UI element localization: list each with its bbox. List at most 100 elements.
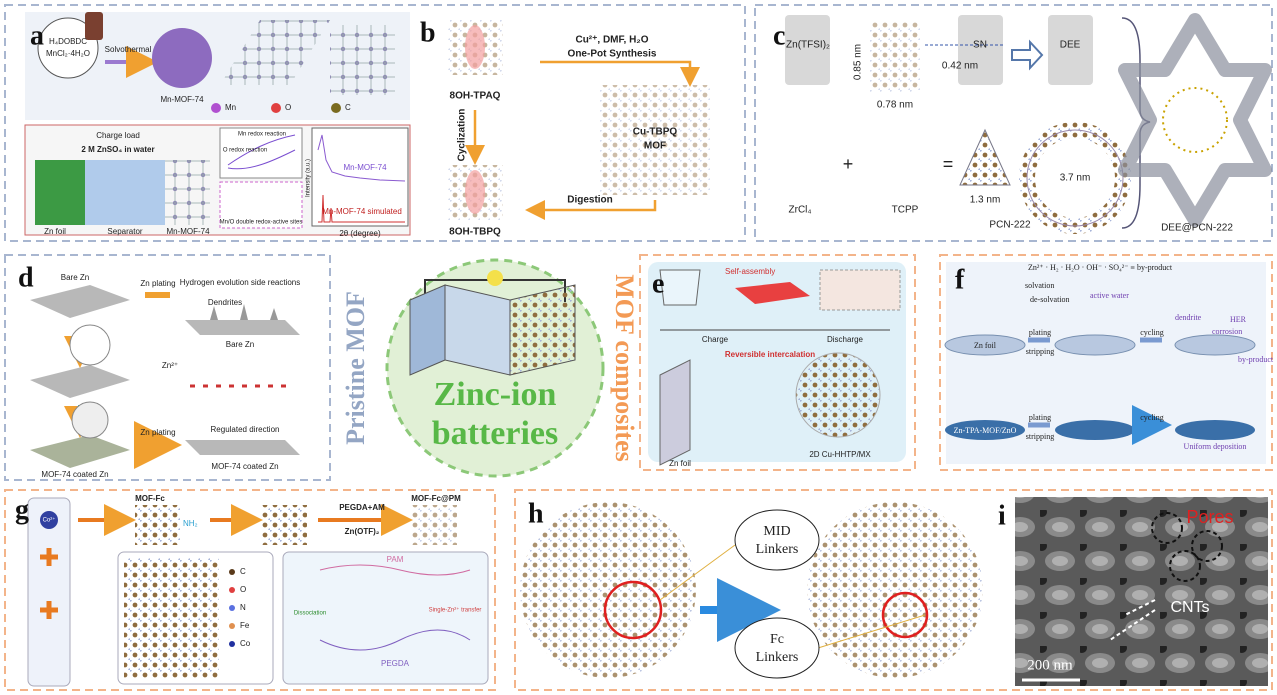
panel-i: i Pores CNTs 200 nm	[998, 497, 1268, 686]
label: MOF	[644, 141, 666, 152]
pointer	[1109, 609, 1156, 641]
coated-disk	[1175, 420, 1255, 440]
callout-bubble	[734, 617, 820, 679]
label: 0.85 nm	[853, 44, 864, 80]
label: solvation	[1025, 281, 1054, 290]
panel-frame	[4, 254, 331, 481]
side-title: MOF composites	[610, 274, 639, 462]
highlight-circle	[881, 591, 929, 639]
label: 2D Cu-HHTP/MX	[809, 450, 871, 459]
panel-label: f	[955, 264, 965, 295]
highlight	[465, 25, 485, 69]
label: H₄DOBDC	[49, 37, 87, 46]
electrolyte	[85, 160, 165, 225]
callout	[817, 614, 926, 649]
legend-label: O	[240, 585, 246, 594]
mof	[135, 505, 180, 545]
zn-plate	[185, 440, 300, 455]
zn-plate	[30, 285, 130, 318]
label: stripping	[1026, 347, 1054, 356]
pcn-ring	[1026, 129, 1124, 227]
label: Linkers	[756, 650, 799, 665]
pegda-chain	[319, 629, 471, 651]
legend-label: Mn	[225, 103, 236, 112]
series-label: Mn-MOF-74 simulated	[322, 207, 402, 216]
plus	[40, 548, 58, 619]
zoom-circle	[71, 401, 109, 439]
zn-disk	[944, 334, 1026, 356]
panel-label: d	[18, 262, 34, 293]
dee-pcn	[1118, 13, 1272, 227]
zoom-circle	[69, 324, 111, 366]
label: HER	[1230, 315, 1247, 324]
label: Mn/O double redox-active sites	[220, 220, 303, 226]
side-title: Pristine MOF	[341, 291, 370, 445]
label: +	[843, 154, 854, 174]
beaker	[659, 269, 701, 306]
highlight-circle	[603, 580, 663, 640]
xrd-plot	[311, 127, 409, 227]
panel-frame	[4, 489, 496, 691]
label: NH₂	[183, 519, 198, 528]
label: CNTs	[1170, 599, 1209, 616]
panel-f: f Zn²⁺ · H₂ · H₂O · OH⁻ · SO₄²⁻ ≡ by-pro…	[944, 262, 1274, 464]
legend-dot	[229, 569, 235, 575]
arrow	[1028, 337, 1162, 425]
label: 3.7 nm	[1060, 173, 1091, 184]
label: MOF-74 coated Zn	[41, 470, 108, 479]
cv-curve	[227, 134, 296, 170]
mof	[412, 505, 457, 545]
label: Regulated direction	[211, 425, 280, 434]
highlight	[465, 170, 485, 214]
panel-a: a H₄DOBDC MnCl₂·4H₂O Solvothermal Mn-MOF…	[24, 12, 411, 238]
cell-wall	[444, 284, 511, 376]
label: Charge load	[96, 131, 140, 140]
lattice	[330, 25, 395, 95]
panel-frame	[514, 489, 1273, 691]
mof-particle	[152, 28, 212, 88]
cathode-zoom	[795, 352, 881, 438]
label: Bare Zn	[226, 340, 254, 349]
legend-dot	[229, 587, 235, 593]
dendrite	[210, 304, 278, 320]
label: Mn-MOF-74	[166, 227, 210, 236]
label: =	[943, 154, 954, 174]
reactant-circle	[37, 17, 99, 79]
lattice	[220, 20, 330, 85]
label: ZrCl₄	[789, 205, 812, 216]
label: 0.78 nm	[877, 100, 913, 111]
vial	[958, 15, 1003, 85]
label: One-Pot Synthesis	[568, 49, 657, 60]
vial	[1048, 15, 1093, 85]
legend-label: O	[285, 103, 291, 112]
zn-disk	[1054, 334, 1136, 356]
reagent-box	[27, 497, 71, 687]
panel-g: g Co²⁺ MOF-Fc NH₂ PEGDA+AM Zn(OTF)₂ MOF-…	[15, 494, 489, 687]
label: 1.3 nm	[970, 195, 1001, 206]
center-title: Zinc-ion	[434, 376, 557, 413]
label: de-solvation	[1030, 295, 1070, 304]
arrow	[145, 292, 170, 445]
label: corrosion	[1212, 327, 1242, 336]
autoclave	[85, 12, 103, 40]
label: Zn foil	[974, 341, 997, 350]
legend-dot	[229, 623, 235, 629]
label: MID	[763, 524, 790, 539]
cell-wall	[509, 284, 576, 376]
label: Bare Zn	[61, 273, 89, 282]
label: DEE@PCN-222	[1161, 223, 1233, 234]
coated-disk	[1055, 420, 1135, 440]
label: Solvothermal	[105, 45, 152, 54]
legend-dot	[331, 103, 341, 113]
legend-label: Co	[240, 639, 251, 648]
arrow	[540, 60, 700, 87]
pcn-triangle	[959, 128, 1011, 186]
label: Discharge	[827, 335, 864, 344]
label: PAM	[387, 555, 404, 564]
label: by-product	[1238, 355, 1274, 364]
pointer	[1124, 599, 1156, 616]
panel-label: c	[773, 20, 785, 51]
structure	[124, 558, 219, 678]
label: Reversible intercalation	[725, 350, 815, 359]
